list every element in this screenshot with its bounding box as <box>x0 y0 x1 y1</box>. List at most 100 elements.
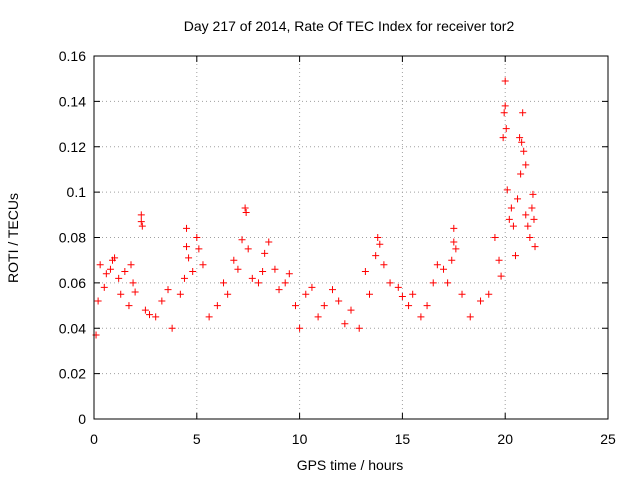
y-axis-label: ROTI / TECUs <box>5 193 21 283</box>
data-point <box>106 265 114 273</box>
data-point <box>248 274 256 282</box>
data-point <box>296 324 304 332</box>
data-point <box>519 109 527 117</box>
data-point <box>524 222 532 230</box>
y-tick-label: 0.06 <box>59 275 86 291</box>
data-point <box>115 274 123 282</box>
data-point <box>516 134 524 142</box>
data-point <box>224 290 232 298</box>
data-point <box>366 290 374 298</box>
x-tick-label: 0 <box>90 431 98 447</box>
data-point <box>450 224 458 232</box>
data-point <box>261 249 269 257</box>
data-point <box>528 204 536 212</box>
data-point <box>341 320 349 328</box>
data-point <box>394 283 402 291</box>
data-point <box>308 283 316 291</box>
data-point <box>328 286 336 294</box>
data-point <box>520 147 528 155</box>
data-point <box>271 265 279 273</box>
x-axis-label: GPS time / hours <box>297 457 404 473</box>
data-point <box>281 279 289 287</box>
data-point <box>94 297 102 305</box>
data-point <box>199 261 207 269</box>
data-point <box>517 170 525 178</box>
data-point <box>440 265 448 273</box>
data-point <box>127 261 135 269</box>
data-point <box>244 245 252 253</box>
x-tick-label: 15 <box>395 431 411 447</box>
data-point <box>314 313 322 321</box>
y-tick-label: 0.08 <box>59 230 86 246</box>
data-point <box>526 234 534 241</box>
data-point <box>433 261 441 269</box>
data-point <box>146 311 154 319</box>
data-point <box>220 279 228 287</box>
data-point <box>502 125 510 133</box>
y-tick-label: 0.14 <box>59 93 86 109</box>
data-point <box>137 218 145 226</box>
data-point <box>355 324 363 332</box>
data-point <box>205 313 213 321</box>
data-point <box>164 286 172 294</box>
data-point <box>195 245 203 253</box>
data-point <box>285 270 293 278</box>
data-point <box>111 254 119 262</box>
data-point <box>183 243 191 251</box>
data-point <box>509 222 517 230</box>
data-point <box>168 324 176 332</box>
data-point <box>505 215 513 223</box>
data-point <box>518 138 526 146</box>
y-tick-label: 0.12 <box>59 139 86 155</box>
data-point <box>450 238 458 246</box>
data-point <box>374 234 382 241</box>
data-point <box>275 286 283 294</box>
data-point <box>466 313 474 321</box>
data-point <box>234 265 242 273</box>
y-tick-label: 0.16 <box>59 48 86 64</box>
data-point <box>485 290 493 298</box>
data-point <box>335 297 343 305</box>
axis-ticks: 0 0.02 0.04 0.06 0.08 0.1 0.12 0.14 0.16 0 5 10 15 20… <box>59 48 616 447</box>
data-point <box>320 302 328 310</box>
data-point <box>499 134 507 142</box>
data-point <box>259 268 267 276</box>
data-point <box>131 288 139 296</box>
data-point <box>376 240 384 248</box>
data-point <box>448 256 456 264</box>
data-point <box>477 297 485 305</box>
x-tick-label: 5 <box>193 431 201 447</box>
data-point <box>530 215 538 223</box>
data-point <box>529 190 537 198</box>
data-point <box>491 234 499 241</box>
data-point <box>531 243 539 251</box>
data-point <box>444 279 452 287</box>
data-point <box>176 290 184 298</box>
data-point <box>398 292 406 300</box>
data-point <box>501 77 509 85</box>
data-point <box>265 238 273 246</box>
data-point <box>117 290 125 298</box>
grid-lines <box>94 56 608 419</box>
y-tick-label: 0.02 <box>59 366 86 382</box>
data-point <box>405 302 413 310</box>
data-point <box>183 224 191 232</box>
data-point <box>507 204 515 212</box>
data-point <box>500 109 508 117</box>
data-point <box>138 222 146 230</box>
y-tick-label: 0.1 <box>67 184 87 200</box>
data-point <box>213 302 221 310</box>
data-point <box>125 302 133 310</box>
data-point <box>193 234 201 241</box>
data-point <box>230 256 238 264</box>
data-point <box>100 283 108 291</box>
data-point <box>429 279 437 287</box>
data-point <box>102 270 110 278</box>
data-point <box>121 268 129 276</box>
data-point <box>372 252 380 260</box>
data-point <box>96 261 104 269</box>
data-point <box>503 186 511 194</box>
data-point <box>141 306 149 314</box>
data-point <box>254 279 262 287</box>
data-point <box>189 268 197 276</box>
